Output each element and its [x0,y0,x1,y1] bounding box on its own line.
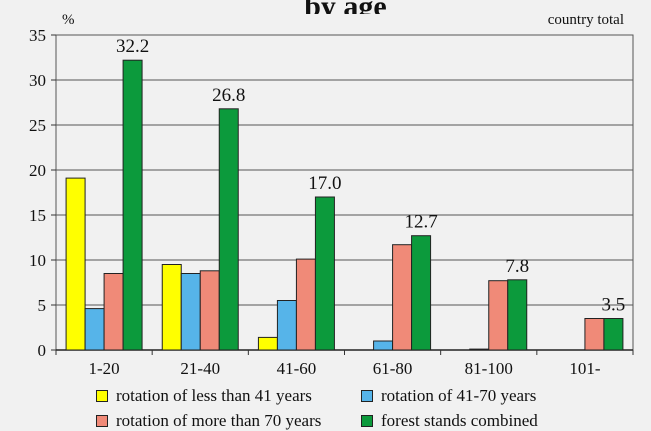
bar [507,279,528,351]
chart-title-fragment: by age [0,0,651,14]
bar [392,244,413,351]
bar [103,273,124,351]
labels: 1-20 32.2 21-40 26.8 41-60 17.0 61-80 12.7 81-10… [88,36,625,378]
legend-label: rotation of more than 70 years [116,411,322,430]
x-tick-label: 21-40 [180,359,220,378]
data-label: 3.5 [602,295,626,316]
bar [276,300,297,351]
bar [314,196,335,351]
legend-swatch [96,390,108,402]
bar [122,59,143,351]
bar [218,108,239,351]
grid-lines [55,34,634,351]
y-tick-label: 5 [38,296,47,315]
data-label: 12.7 [404,212,437,233]
bars [65,59,624,351]
legend-item-series-4: forest stands combined [361,411,538,431]
legend-item-series-3: rotation of more than 70 years [96,411,321,431]
legend-label: rotation of 41-70 years [381,386,537,405]
annotation-country-total: country total [548,12,624,28]
y-tick-label: 20 [29,161,46,180]
y-tick-label: 0 [38,341,47,360]
legend-swatch [361,390,373,402]
bar [180,273,201,351]
y-unit-label: % [62,12,75,28]
bar [488,280,509,351]
bar [603,318,624,351]
x-tick-label: 101- [569,359,601,378]
y-tick-label: 35 [29,26,46,45]
legend-item-series-1: rotation of less than 41 years [96,386,312,406]
x-tick-label: 61-80 [373,359,413,378]
bar [469,348,490,351]
legend-swatch [96,415,108,427]
x-tick-label: 1-20 [88,359,119,378]
x-tick-label: 81-100 [465,359,513,378]
bar [295,258,316,351]
bar [84,308,105,351]
axes: 0 5 10 15 20 25 30 35 [29,26,634,360]
bar [161,264,182,351]
y-tick-label: 15 [29,206,46,225]
legend-label: rotation of less than 41 years [116,386,312,405]
bar [65,177,86,351]
legend-label: forest stands combined [381,411,538,430]
y-tick-label: 25 [29,116,46,135]
data-label: 17.0 [308,173,341,194]
data-label: 32.2 [116,36,149,57]
y-tick-label: 10 [29,251,46,270]
bar [257,336,278,351]
bar [373,340,394,351]
x-tick-label: 41-60 [277,359,317,378]
bar [411,235,432,351]
y-tick-label: 30 [29,71,46,90]
plot-area [55,34,634,351]
data-label: 7.8 [505,256,529,277]
legend-swatch [361,415,373,427]
bar [584,318,605,351]
data-label: 26.8 [212,85,245,106]
legend-item-series-2: rotation of 41-70 years [361,386,536,406]
bar [199,270,220,351]
